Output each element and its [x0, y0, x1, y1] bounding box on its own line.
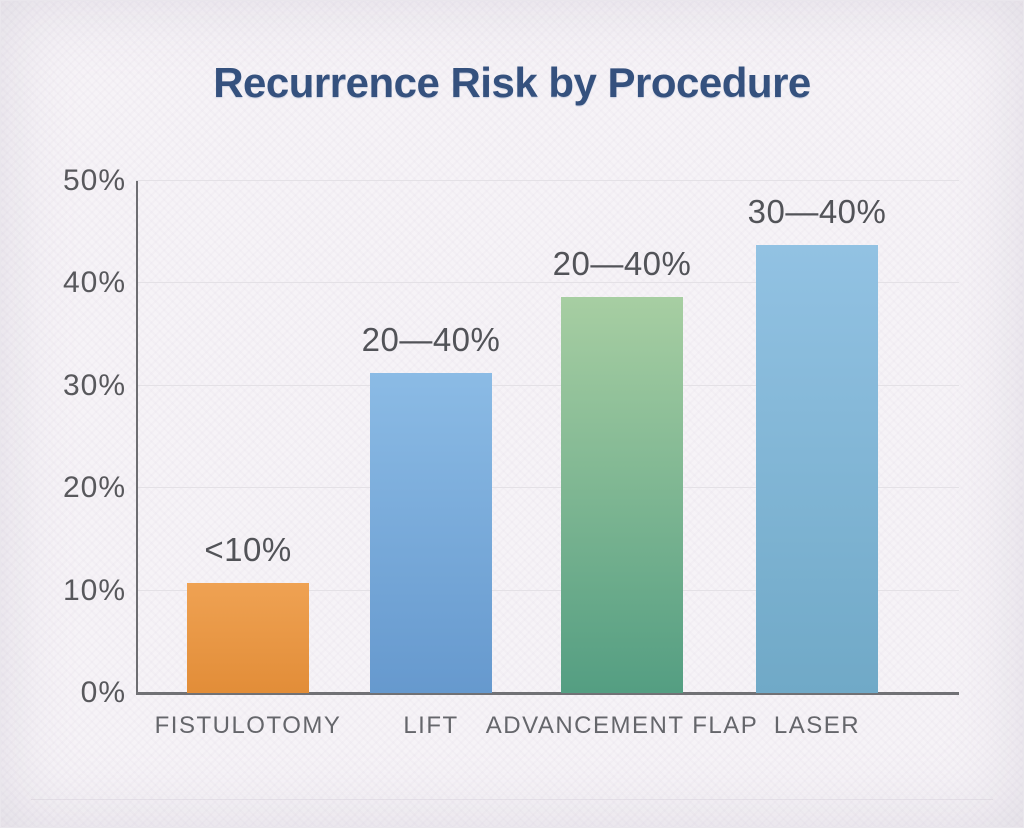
x-axis-category-label: LIFT	[403, 712, 459, 739]
x-axis-category-label: ADVANCEMENT FLAP	[485, 712, 759, 739]
y-axis-tick-label: 30%	[62, 368, 126, 402]
bar-lift: 20—40%	[362, 321, 500, 693]
x-axis-line	[136, 692, 959, 695]
bar-value-label: 20—40%	[361, 320, 501, 358]
bar-fistulotomy: <10%	[187, 531, 309, 693]
texture-line	[31, 799, 993, 800]
bar-value-label: 30—40%	[747, 192, 887, 230]
gridline	[136, 487, 959, 489]
bar-laser: 30—40%	[748, 193, 886, 693]
bar-value-label: 20—40%	[552, 244, 692, 282]
x-axis-category-label: LASER	[773, 712, 861, 739]
gridline	[136, 589, 959, 591]
gridline	[136, 180, 959, 181]
gridline	[136, 282, 959, 284]
y-axis-line	[136, 181, 138, 693]
x-axis-category-label: FISTULOTOMY	[154, 712, 342, 739]
bar-value-label: <10%	[204, 531, 292, 569]
bar-advancement-flap: 20—40%	[553, 245, 691, 693]
y-axis-tick-label: 40%	[62, 266, 126, 300]
chart-title: Recurrence Risk by Procedure	[213, 59, 811, 106]
y-axis-tick-label: 20%	[62, 471, 126, 505]
y-axis-tick-label: 10%	[62, 573, 126, 607]
bar-chart: 0% 10% 20% 30% 40% 50% <10% 20—40% 20—40% 30—40%…	[63, 166, 959, 739]
y-axis-tick-label: 50%	[62, 164, 126, 197]
gridline	[136, 384, 959, 386]
y-axis-tick-label: 0%	[80, 676, 126, 709]
